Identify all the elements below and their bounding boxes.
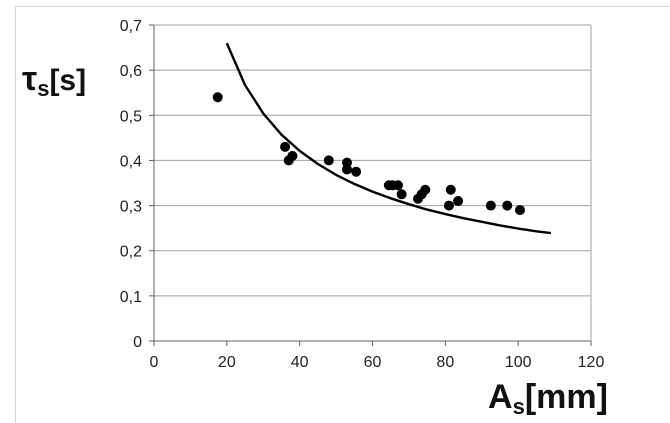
data-point (514, 205, 525, 216)
x-tick-label: 120 (578, 354, 605, 371)
y-tick-label: 0,4 (120, 153, 142, 170)
x-axis-title: As[mm] (488, 378, 608, 419)
y-axis-symbol: τ (22, 60, 37, 98)
data-point (287, 150, 298, 161)
y-tick-label: 0,6 (120, 63, 142, 80)
data-point (485, 200, 496, 211)
fit-curve-layer (225, 42, 552, 235)
x-tick-label: 80 (436, 354, 454, 371)
y-tick-label: 0 (133, 334, 142, 351)
data-point (502, 200, 513, 211)
y-axis-unit: [s] (49, 64, 86, 97)
data-point (212, 92, 223, 103)
x-tick-label: 40 (291, 354, 309, 371)
y-axis-title: τs[s] (22, 60, 86, 101)
data-point (453, 196, 464, 207)
data-point (323, 155, 334, 166)
x-axis-subscript: s (513, 394, 525, 419)
chart-frame (15, 6, 670, 423)
x-tick-label: 100 (505, 354, 532, 371)
y-tick-label: 0,1 (120, 289, 142, 306)
data-point (445, 184, 456, 195)
x-tick-labels: 0 20 40 60 80 100 120 (150, 354, 605, 371)
data-point (443, 200, 454, 211)
x-axis-unit: [mm] (525, 378, 608, 416)
data-point (351, 166, 362, 177)
y-axis-subscript: s (37, 76, 49, 101)
grid-lines (154, 24, 591, 297)
data-point (392, 180, 403, 191)
data-point (342, 164, 353, 175)
x-tick-label: 20 (218, 354, 236, 371)
data-point (280, 141, 291, 152)
y-tick-label: 0,5 (120, 108, 142, 125)
y-tick-label: 0,2 (120, 244, 142, 261)
x-axis-symbol: A (488, 378, 513, 416)
y-tick-labels: 0 0,1 0,2 0,3 0,4 0,5 0,6 0,7 (120, 18, 142, 351)
data-points-layer (212, 92, 525, 216)
x-tick-label: 60 (364, 354, 382, 371)
y-tick-label: 0,3 (120, 199, 142, 216)
x-tick-label: 0 (150, 354, 159, 371)
axes (149, 24, 592, 346)
fit-curve (225, 42, 552, 235)
y-tick-label: 0,7 (120, 18, 142, 35)
data-point (396, 189, 407, 200)
data-point (420, 184, 431, 195)
